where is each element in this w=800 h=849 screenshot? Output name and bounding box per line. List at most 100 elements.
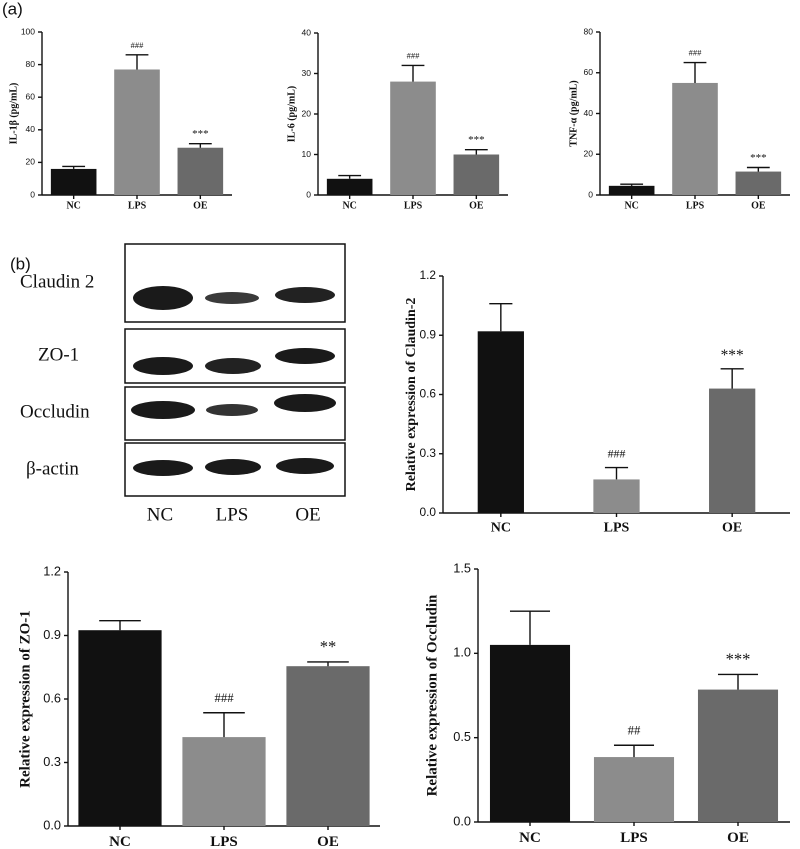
bar <box>709 388 756 513</box>
y-axis-label: IL-6 (pg/mL) <box>286 86 297 142</box>
error-bar <box>188 142 212 148</box>
bar <box>78 630 162 826</box>
y-tick-label: 0.5 <box>453 729 471 744</box>
error-bar <box>338 174 362 179</box>
y-tick-label: 0 <box>588 189 593 199</box>
y-tick-label: 0.3 <box>43 754 61 769</box>
significance-label: *** <box>750 152 767 164</box>
x-tick-label: NC <box>519 830 541 846</box>
y-tick-label: 40 <box>26 124 36 134</box>
blot-row-label: Claudin 2 <box>20 271 94 292</box>
x-tick-label: NC <box>491 521 511 536</box>
bar <box>177 147 224 195</box>
bar <box>326 178 373 195</box>
bar <box>114 69 160 195</box>
bar <box>453 154 500 195</box>
band <box>205 292 259 304</box>
panel-label: (b) <box>10 254 31 273</box>
band <box>276 458 334 474</box>
y-tick-label: 0.0 <box>419 505 436 519</box>
y-tick-label: 0.9 <box>43 627 61 642</box>
blot-row-label: Occludin <box>20 401 90 422</box>
y-tick-label: 0.0 <box>453 813 471 828</box>
blot-lane-label: OE <box>295 504 320 525</box>
y-tick-label: 0 <box>306 189 311 199</box>
significance-label: ### <box>214 691 234 705</box>
y-tick-label: 20 <box>26 157 36 167</box>
blot-row-label: β-actin <box>26 458 79 479</box>
blot-box <box>124 243 346 323</box>
y-tick-label: 0.6 <box>43 690 61 705</box>
bar-chart: 0.0 0.3 0.6 0.9 1.2 Relative expression of Cl… <box>404 268 790 536</box>
x-tick-label: LPS <box>128 200 147 211</box>
bar <box>182 737 266 826</box>
x-tick-label: OE <box>727 830 749 846</box>
band <box>131 401 195 419</box>
x-tick-label: LPS <box>620 830 648 846</box>
blot-lane-label: LPS <box>216 504 249 525</box>
x-tick-label: OE <box>751 200 766 211</box>
band <box>274 394 336 412</box>
error-bar <box>604 466 629 480</box>
x-tick-label: LPS <box>604 521 630 536</box>
significance-label: *** <box>726 650 751 669</box>
band <box>133 286 193 310</box>
bar <box>286 666 370 826</box>
bar-chart: 0.0 0.3 0.6 0.9 1.2 Relative expression of ZO… <box>17 563 380 849</box>
error-bar <box>717 673 759 690</box>
bar-chart: 0 20 40 60 80 TNF-α (pg/mL) NC LPS ### OE *** <box>568 26 790 211</box>
significance-label: ### <box>689 48 703 58</box>
significance-label: ### <box>407 50 421 60</box>
y-tick-label: 0 <box>30 189 35 199</box>
panel-label: (a) <box>2 0 23 18</box>
error-bar <box>203 712 245 738</box>
significance-label: *** <box>468 134 485 146</box>
significance-label: *** <box>192 128 209 140</box>
x-tick-label: NC <box>109 834 131 849</box>
x-tick-label: LPS <box>210 834 238 849</box>
error-bar <box>683 61 707 83</box>
bar <box>672 82 718 195</box>
y-tick-label: 100 <box>21 26 35 36</box>
error-bar <box>720 368 744 389</box>
error-bar <box>401 64 425 82</box>
band <box>133 357 193 375</box>
significance-label: ### <box>131 40 145 50</box>
error-bar <box>307 661 349 667</box>
band <box>275 348 335 364</box>
y-tick-label: 0.9 <box>419 327 436 341</box>
bar <box>489 644 571 822</box>
blot-row-label: ZO-1 <box>38 344 79 365</box>
western-blot: Claudin 2 ZO-1 Occludin β-actin NC LPS O… <box>20 243 346 525</box>
band <box>205 459 261 475</box>
significance-label: ## <box>628 724 641 738</box>
bar-chart: 0 20 40 60 80 100 IL-1β (pg/mL) NC LPS ### OE *** <box>8 26 232 211</box>
y-tick-label: 0.6 <box>419 387 436 401</box>
blot-lane-label: NC <box>147 504 173 525</box>
y-tick-label: 0.0 <box>43 817 61 832</box>
error-bar <box>99 619 141 631</box>
x-tick-label: LPS <box>686 200 705 211</box>
band <box>206 404 258 416</box>
bar <box>608 185 655 195</box>
y-axis-label: Relative expression of ZO-1 <box>17 610 33 788</box>
x-tick-label: OE <box>469 200 484 211</box>
significance-label: *** <box>721 347 744 364</box>
y-tick-label: 80 <box>26 59 36 69</box>
band <box>205 358 261 374</box>
bar-chart: 0.0 0.5 1.0 1.5 Relative expression of Occlu… <box>424 560 790 846</box>
y-tick-label: 1.5 <box>453 560 471 575</box>
x-tick-label: OE <box>193 200 208 211</box>
y-tick-label: 20 <box>584 149 594 159</box>
significance-label: ### <box>608 447 626 461</box>
y-tick-label: 40 <box>584 108 594 118</box>
y-tick-label: 10 <box>302 149 312 159</box>
band <box>133 460 193 476</box>
y-tick-label: 1.0 <box>453 645 471 660</box>
significance-label: ** <box>320 637 337 656</box>
bar <box>390 81 436 195</box>
error-bar <box>62 165 86 169</box>
y-axis-label: TNF-α (pg/mL) <box>568 80 579 146</box>
error-bar <box>489 302 513 332</box>
